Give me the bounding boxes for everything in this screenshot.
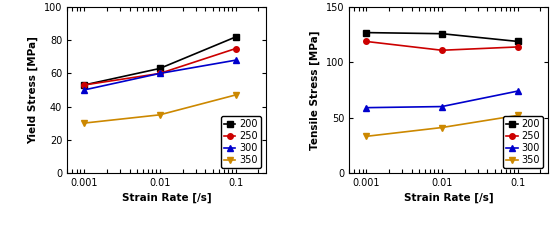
250 [514, 46, 521, 48]
350 [438, 126, 445, 129]
200 [363, 31, 369, 34]
Line: 250: 250 [81, 46, 238, 88]
Line: 200: 200 [81, 34, 238, 88]
300 [514, 90, 521, 93]
Y-axis label: Yield Stress [MPa]: Yield Stress [MPa] [28, 36, 38, 144]
350 [157, 114, 163, 116]
Line: 200: 200 [363, 30, 520, 44]
300 [157, 72, 163, 75]
200 [514, 40, 521, 43]
Y-axis label: Tensile Stress [MPa]: Tensile Stress [MPa] [310, 30, 320, 150]
X-axis label: Strain Rate [/s]: Strain Rate [/s] [122, 193, 211, 204]
X-axis label: Strain Rate [/s]: Strain Rate [/s] [404, 193, 493, 204]
300 [363, 106, 369, 109]
300 [80, 89, 87, 91]
Line: 300: 300 [81, 57, 238, 93]
250 [157, 72, 163, 75]
200 [438, 32, 445, 35]
Line: 350: 350 [81, 92, 238, 126]
300 [438, 105, 445, 108]
Legend: 200, 250, 300, 350: 200, 250, 300, 350 [503, 116, 543, 168]
350 [514, 114, 521, 117]
250 [80, 84, 87, 86]
Legend: 200, 250, 300, 350: 200, 250, 300, 350 [221, 116, 261, 168]
200 [232, 36, 239, 38]
250 [232, 47, 239, 50]
200 [80, 84, 87, 86]
350 [363, 135, 369, 138]
250 [438, 49, 445, 52]
350 [80, 122, 87, 125]
300 [232, 59, 239, 62]
Line: 300: 300 [363, 88, 520, 110]
250 [363, 40, 369, 43]
Line: 250: 250 [363, 39, 520, 53]
Line: 350: 350 [363, 113, 520, 139]
200 [157, 67, 163, 70]
350 [232, 94, 239, 96]
